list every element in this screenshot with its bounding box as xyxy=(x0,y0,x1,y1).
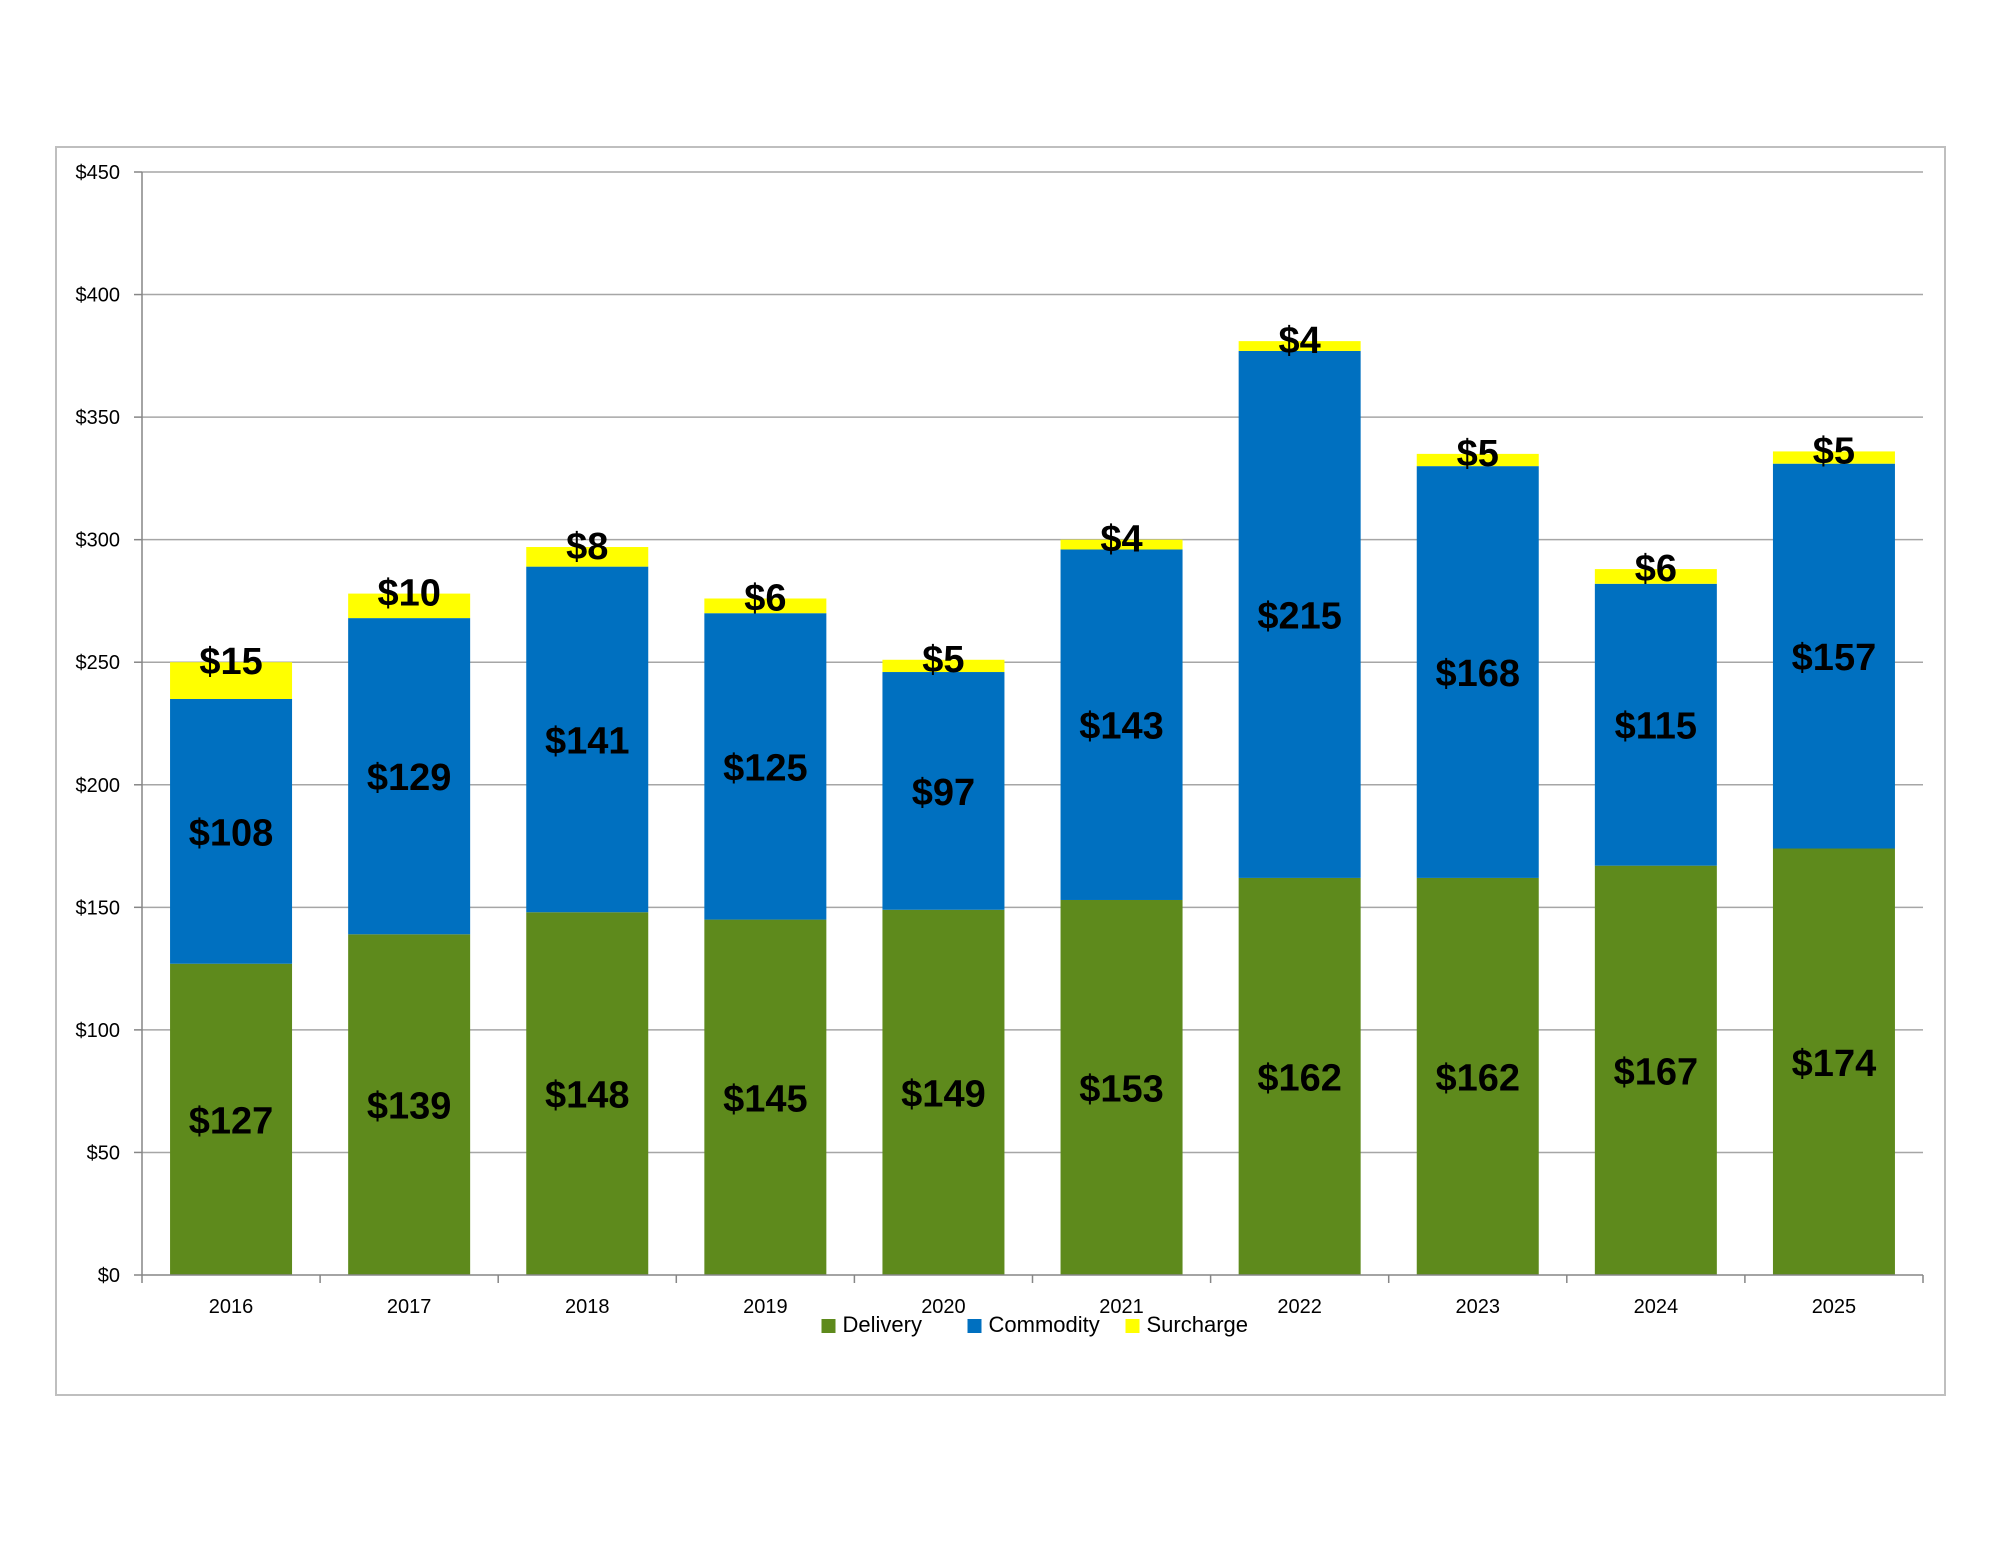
data-label-delivery-2021: $153 xyxy=(1079,1068,1164,1110)
bar-delivery-2017 xyxy=(348,934,471,1275)
legend-swatch-surcharge xyxy=(1125,1319,1140,1333)
data-label-surcharge-2021: $4 xyxy=(1100,519,1142,561)
bar-delivery-2022 xyxy=(1238,877,1361,1275)
y-tick-label: $150 xyxy=(76,897,121,919)
bar-surcharge-2023 xyxy=(1416,453,1539,467)
x-tick-label: 2020 xyxy=(921,1296,966,1318)
x-tick-label: 2021 xyxy=(1099,1296,1144,1318)
bar-delivery-2019 xyxy=(704,919,827,1275)
data-label-delivery-2023: $162 xyxy=(1435,1057,1520,1099)
bar-delivery-2018 xyxy=(526,912,649,1275)
data-label-delivery-2025: $174 xyxy=(1792,1043,1877,1085)
bar-surcharge-2021 xyxy=(1060,539,1183,550)
x-tick-label: 2022 xyxy=(1277,1296,1322,1318)
x-tick-label: 2025 xyxy=(1812,1296,1857,1318)
bar-commodity-2017 xyxy=(348,618,471,935)
data-label-commodity-2025: $157 xyxy=(1792,637,1877,679)
x-tick-label: 2019 xyxy=(743,1296,788,1318)
data-label-commodity-2018: $141 xyxy=(545,720,630,762)
data-label-commodity-2023: $168 xyxy=(1435,653,1520,695)
y-tick-label: $0 xyxy=(98,1265,120,1287)
data-label-delivery-2016: $127 xyxy=(189,1100,274,1142)
y-tick-label: $350 xyxy=(76,407,121,429)
legend-label-delivery: Delivery xyxy=(843,1312,922,1337)
bar-commodity-2025 xyxy=(1772,463,1895,849)
data-label-commodity-2024: $115 xyxy=(1615,706,1697,748)
bar-surcharge-2018 xyxy=(526,547,649,567)
data-label-delivery-2022: $162 xyxy=(1257,1057,1342,1099)
bar-surcharge-2025 xyxy=(1772,451,1895,464)
data-label-commodity-2022: $215 xyxy=(1257,595,1342,637)
bar-delivery-2023 xyxy=(1416,877,1539,1275)
bar-surcharge-2024 xyxy=(1594,569,1717,584)
legend-label-surcharge: Surcharge xyxy=(1147,1312,1249,1337)
data-label-surcharge-2018: $8 xyxy=(566,526,608,568)
legend-swatch-commodity xyxy=(967,1319,982,1333)
x-tick-label: 2018 xyxy=(565,1296,610,1318)
bar-delivery-2020 xyxy=(882,909,1005,1275)
data-label-surcharge-2022: $4 xyxy=(1279,320,1321,362)
data-label-commodity-2019: $125 xyxy=(723,747,808,789)
data-label-surcharge-2025: $5 xyxy=(1813,430,1855,472)
y-tick-label: $100 xyxy=(76,1020,121,1042)
y-tick-label: $200 xyxy=(76,775,121,797)
y-tick-label: $300 xyxy=(76,530,121,552)
y-tick-label: $450 xyxy=(76,162,121,184)
y-tick-label: $250 xyxy=(76,652,121,674)
data-label-surcharge-2020: $5 xyxy=(922,639,964,681)
bar-surcharge-2022 xyxy=(1238,341,1361,351)
stacked-bar-chart: $0 $50 $100 $150 $200 $250 $300 $350 $400 $450 $12… xyxy=(76,162,1924,1337)
x-tick-label: 2023 xyxy=(1456,1296,1501,1318)
data-label-surcharge-2017: $10 xyxy=(377,573,440,615)
data-label-delivery-2024: $167 xyxy=(1614,1051,1699,1093)
bar-commodity-2023 xyxy=(1416,466,1539,878)
data-label-commodity-2021: $143 xyxy=(1079,706,1164,748)
x-tick-label: 2016 xyxy=(209,1296,254,1318)
bar-commodity-2019 xyxy=(704,613,827,920)
data-label-commodity-2016: $108 xyxy=(189,812,274,854)
x-tick-label: 2017 xyxy=(387,1296,432,1318)
bar-surcharge-2019 xyxy=(704,598,827,614)
legend-label-commodity: Commodity xyxy=(989,1312,1100,1337)
data-label-delivery-2017: $139 xyxy=(367,1086,452,1128)
y-tick-label: $400 xyxy=(76,285,121,307)
bar-commodity-2018 xyxy=(526,566,649,913)
bar-delivery-2024 xyxy=(1594,865,1717,1275)
bar-commodity-2021 xyxy=(1060,549,1183,900)
bar-delivery-2016 xyxy=(170,963,293,1275)
data-label-delivery-2018: $148 xyxy=(545,1075,630,1117)
data-label-surcharge-2024: $6 xyxy=(1635,548,1677,590)
data-label-commodity-2020: $97 xyxy=(912,772,975,814)
bar-commodity-2022 xyxy=(1238,350,1361,878)
data-label-delivery-2019: $145 xyxy=(723,1078,808,1120)
data-label-surcharge-2023: $5 xyxy=(1457,433,1499,475)
bar-surcharge-2020 xyxy=(882,659,1005,673)
bar-surcharge-2017 xyxy=(348,593,471,619)
legend-swatch-delivery xyxy=(821,1319,836,1333)
bar-commodity-2020 xyxy=(882,672,1005,910)
y-tick-label: $50 xyxy=(87,1142,120,1164)
bar-delivery-2025 xyxy=(1772,848,1895,1275)
bar-delivery-2021 xyxy=(1060,899,1183,1275)
data-label-commodity-2017: $129 xyxy=(367,757,452,799)
data-label-surcharge-2016: $15 xyxy=(199,641,262,683)
x-tick-label: 2024 xyxy=(1634,1296,1679,1318)
data-label-surcharge-2019: $6 xyxy=(744,577,786,619)
chart-area: $0 $50 $100 $150 $200 $250 $300 $350 $400 $450 $12… xyxy=(55,146,1946,1396)
data-label-delivery-2020: $149 xyxy=(901,1073,986,1115)
bar-commodity-2016 xyxy=(170,698,293,964)
bar-commodity-2024 xyxy=(1594,583,1717,866)
bar-surcharge-2016 xyxy=(170,662,293,699)
